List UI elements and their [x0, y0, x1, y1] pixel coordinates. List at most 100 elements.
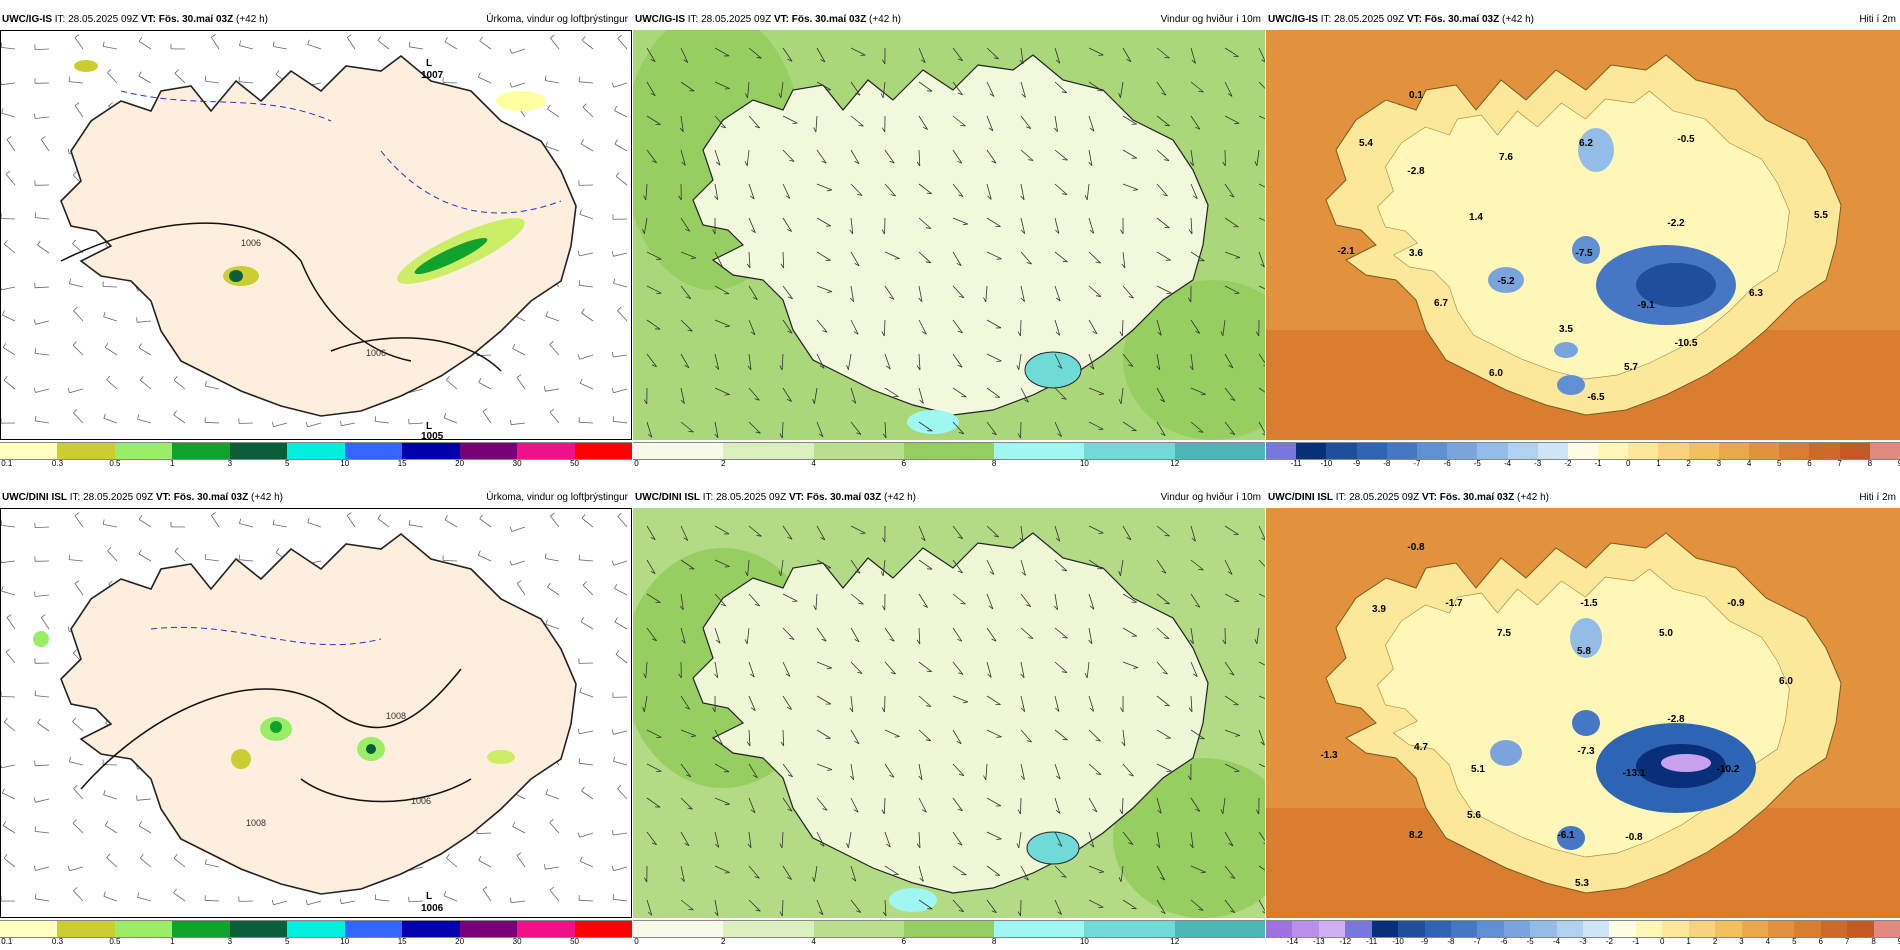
valid-time: VT: Fös. 30.maí 03Z: [788, 492, 882, 503]
colorbar-tick: -8: [1447, 937, 1455, 946]
wind-arrow: [1258, 695, 1265, 699]
colorbar-swatch: [1809, 443, 1840, 459]
wind-arrow: [918, 319, 927, 335]
wind-arrow: [1088, 251, 1101, 264]
wind-barb-flag: [547, 582, 551, 588]
wind-arrow: [781, 831, 784, 849]
wind-arrow-head: [724, 803, 730, 806]
wind-arrow-head: [890, 672, 896, 675]
wind-arrow-head: [1026, 262, 1032, 265]
wind-barb: [409, 866, 424, 871]
wind-arrow-head: [854, 639, 860, 643]
wind-arrow: [714, 525, 730, 535]
wind-arrow: [1190, 661, 1198, 677]
wind-arrow: [646, 285, 662, 294]
wind-barb-flag: [138, 36, 143, 42]
wind-arrow-head: [1195, 126, 1201, 130]
wind-barb: [137, 418, 152, 424]
wind-arrow: [1122, 149, 1138, 159]
colorbar-swatch: [723, 443, 814, 459]
colorbar-swatch: [57, 443, 115, 459]
colorbar-tick: -10: [1392, 937, 1404, 946]
wind-arrow-head: [1160, 911, 1166, 915]
colorbar-tick: 7: [1837, 459, 1842, 468]
wind-barb-flag: [580, 139, 584, 145]
wind-arrow: [1156, 865, 1166, 881]
wind-barb: [138, 41, 152, 50]
wind-arrow: [714, 899, 719, 916]
wind-arrow: [646, 559, 656, 574]
low-pressure-label: L: [426, 421, 432, 432]
wind-barb-flag: [138, 549, 142, 555]
model-name: UWC/IG-IS: [1268, 14, 1318, 25]
wind-barb-flag: [271, 899, 274, 905]
temperature-value: 6.7: [1434, 298, 1448, 309]
wind-barb: [37, 244, 50, 254]
wind-arrow: [884, 899, 887, 917]
wind-arrow: [781, 421, 784, 439]
wind-arrow: [1224, 865, 1236, 879]
wind-barb-flag: [34, 348, 36, 354]
wind-arrow-head: [819, 843, 825, 847]
wind-arrow: [748, 387, 760, 401]
wind-barb-flag: [271, 421, 274, 427]
wind-arrow-head: [1128, 774, 1134, 777]
wind-barb-flag: [67, 148, 70, 154]
wind-arrow-head: [1164, 124, 1170, 127]
wind-arrow-head: [724, 88, 730, 90]
wind-arrow: [1224, 387, 1236, 401]
wind-arrow: [1190, 421, 1204, 433]
wind-arrow: [1156, 525, 1170, 537]
wind-arrow: [986, 251, 1002, 260]
wind-arrow-head: [1228, 365, 1234, 369]
wind-arrow-head: [647, 911, 653, 916]
wind-barb-flag: [108, 102, 113, 107]
temperature-value: -13.1: [1623, 768, 1646, 779]
wind-barb-flag: [67, 865, 70, 871]
wind-barb: [1, 560, 16, 564]
wind-barb: [613, 420, 628, 424]
temperature-value: 6.0: [1489, 368, 1503, 379]
wind-arrow: [1020, 525, 1024, 542]
colorbar-tick: -8: [1383, 459, 1391, 468]
temperature-value: 5.7: [1624, 362, 1638, 373]
isobar-label: 1006: [366, 348, 386, 358]
temperature-value: 8.2: [1409, 830, 1423, 841]
wind-arrow-head: [1160, 433, 1166, 437]
colorbar-tick: -4: [1553, 937, 1561, 946]
wind-arrow: [952, 319, 963, 334]
wind-arrow: [1156, 593, 1170, 605]
wind-arrow-head: [889, 638, 895, 642]
wind-barb-flag: [615, 172, 620, 177]
wind-arrow-head: [1255, 809, 1260, 815]
wind-arrow-head: [918, 775, 923, 780]
wind-barb-flag: [408, 41, 411, 47]
temperature-value: -2.1: [1337, 246, 1355, 257]
wind-arrow-head: [1053, 127, 1058, 133]
wind-arrow: [1054, 183, 1068, 195]
colorbar-tick: -5: [1473, 459, 1481, 468]
wind-arrow: [646, 319, 661, 330]
wind-arrow-head: [1118, 93, 1121, 98]
temperature-value: 5.6: [1467, 810, 1481, 821]
wind-arrow-head: [786, 398, 792, 402]
wind-barb: [613, 761, 628, 766]
wind-arrow: [918, 831, 921, 849]
wind-arrow: [1054, 387, 1067, 400]
wind-arrow: [1224, 729, 1241, 736]
wind-arrow: [781, 353, 784, 371]
wind-arrow: [748, 217, 756, 233]
wind-arrow-head: [1026, 740, 1032, 743]
wind-arrow-head: [926, 192, 932, 195]
wind-arrow-head: [988, 605, 994, 610]
wind-barb: [613, 354, 628, 358]
wind-barb-flag: [272, 41, 275, 47]
wind-arrow: [952, 81, 963, 96]
wind-barb: [72, 721, 84, 732]
colorbar-swatch: [459, 921, 518, 937]
wind-arrow: [714, 421, 719, 438]
wind-arrow: [1156, 251, 1171, 261]
wind-arrow-head: [1235, 735, 1241, 737]
wind-barb: [580, 621, 594, 630]
wind-arrow: [884, 627, 895, 642]
